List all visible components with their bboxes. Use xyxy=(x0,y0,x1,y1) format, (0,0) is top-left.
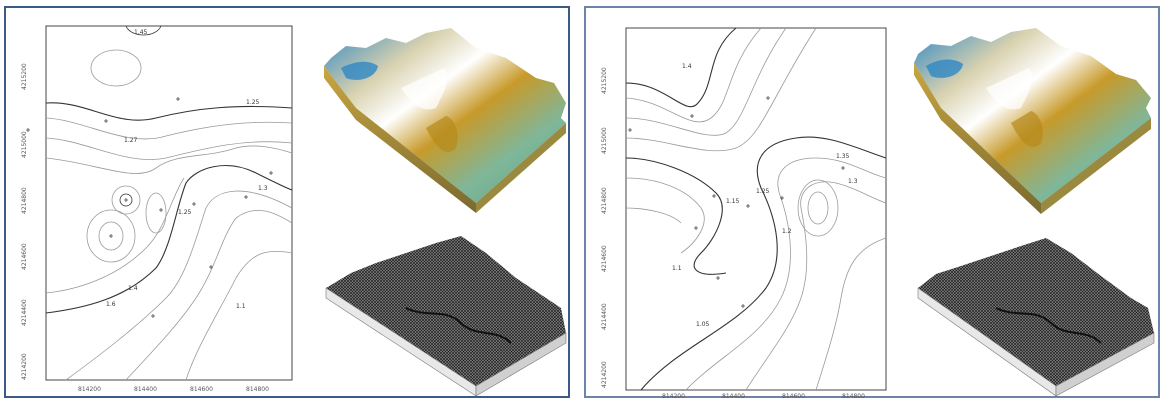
y-tick-label: 4214600 xyxy=(21,243,28,270)
y-axis-ticks: 4215200 4215000 4214800 4214600 4214400 … xyxy=(601,67,608,388)
contour-label: 1.25 xyxy=(246,99,260,106)
contour-label: 1.25 xyxy=(756,188,770,195)
contour-label: 1.1 xyxy=(236,303,246,310)
x-tick-label: 814800 xyxy=(842,393,865,400)
contour-label: 1.25 xyxy=(178,209,192,216)
contour-label: 1.6 xyxy=(106,301,116,308)
contour-value-labels: 1.4 1.35 1.3 1.25 1.15 1.2 1.1 1.05 xyxy=(672,63,858,328)
y-tick-label: 4214200 xyxy=(21,353,28,380)
mesh-3d-surface xyxy=(325,236,567,397)
x-tick-label: 814600 xyxy=(190,386,213,393)
y-tick-label: 4215000 xyxy=(601,127,608,154)
sample-points xyxy=(26,97,273,318)
x-axis-ticks: 814200 814400 814600 814800 xyxy=(662,393,865,400)
x-tick-label: 814400 xyxy=(134,386,157,393)
contour-value-labels: 1.45 1.25 1.27 1.25 1.3 1.4 1.6 1.1 xyxy=(106,29,268,310)
contour-label: 1.1 xyxy=(672,265,682,272)
x-tick-label: 814600 xyxy=(782,393,805,400)
contour-label: 1.3 xyxy=(848,178,858,185)
y-tick-label: 4214800 xyxy=(601,187,608,214)
contour-lines xyxy=(45,25,293,381)
x-tick-label: 814400 xyxy=(722,393,745,400)
y-tick-label: 4215000 xyxy=(21,131,28,158)
colored-3d-surface xyxy=(914,28,1151,214)
contour-map-frame xyxy=(625,27,887,391)
contour-label: 1.4 xyxy=(128,285,138,292)
contour-label: 1.35 xyxy=(836,153,850,160)
right-panel: 1.4 1.35 1.3 1.25 1.15 1.2 1.1 1.05 4215… xyxy=(584,6,1160,400)
contour-label: 1.15 xyxy=(726,198,740,205)
contour-label: 1.4 xyxy=(682,63,692,70)
right-panel-graphics: 1.4 1.35 1.3 1.25 1.15 1.2 1.1 1.05 4215… xyxy=(601,27,1155,400)
y-tick-label: 4214400 xyxy=(601,303,608,330)
x-tick-label: 814200 xyxy=(662,393,685,400)
contour-lines xyxy=(625,27,887,391)
y-tick-label: 4215200 xyxy=(21,63,28,90)
y-tick-label: 4214600 xyxy=(601,245,608,272)
y-tick-label: 4214200 xyxy=(601,361,608,388)
y-tick-label: 4215200 xyxy=(601,67,608,94)
y-axis-ticks: 4215200 4215000 4214800 4214600 4214400 … xyxy=(21,63,28,380)
contour-label: 1.2 xyxy=(782,228,792,235)
left-panel-graphics: 1.45 1.25 1.27 1.25 1.3 1.4 1.6 1.1 4215… xyxy=(21,25,567,397)
y-tick-label: 4214400 xyxy=(21,299,28,326)
x-axis-ticks: 814200 814400 814600 814800 xyxy=(78,386,269,393)
sample-points xyxy=(628,96,845,308)
x-tick-label: 814800 xyxy=(246,386,269,393)
contour-label: 1.27 xyxy=(124,137,138,144)
colored-3d-surface xyxy=(324,28,566,213)
mesh-3d-surface xyxy=(917,238,1155,397)
x-tick-label: 814200 xyxy=(78,386,101,393)
contour-label: 1.45 xyxy=(134,29,148,36)
contour-map-frame xyxy=(45,25,293,381)
left-panel: 1.45 1.25 1.27 1.25 1.3 1.4 1.6 1.1 4215… xyxy=(4,6,570,398)
contour-label: 1.3 xyxy=(258,185,268,192)
y-tick-label: 4214800 xyxy=(21,187,28,214)
contour-label: 1.05 xyxy=(696,321,710,328)
